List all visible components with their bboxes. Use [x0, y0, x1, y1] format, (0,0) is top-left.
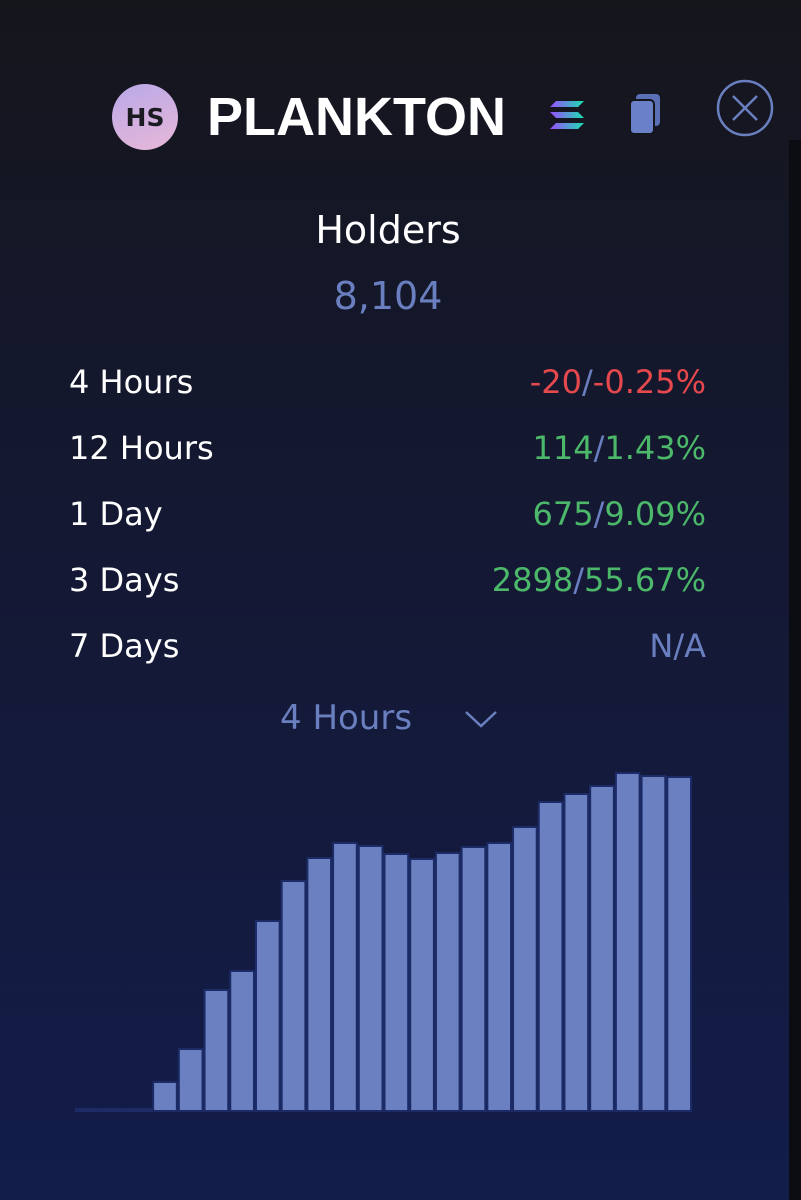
bar	[640, 775, 667, 1112]
bar	[177, 1048, 204, 1112]
close-button[interactable]	[714, 77, 776, 139]
panel-edge	[789, 140, 801, 1200]
token-title: PLANKTON	[207, 87, 507, 147]
bar	[254, 920, 281, 1112]
bar	[383, 853, 410, 1112]
row-percent: 1.43%	[604, 429, 706, 467]
row-separator: /	[582, 363, 593, 401]
row-label: 1 Day	[69, 495, 163, 533]
row-value: 675/9.09%	[532, 494, 706, 534]
copy-button[interactable]	[626, 92, 666, 136]
row-value: N/A	[649, 626, 706, 666]
row-label: 7 Days	[69, 627, 180, 665]
row-separator: /	[593, 429, 605, 467]
row-value-text: N/A	[649, 627, 706, 665]
row-value: -20/-0.25%	[530, 362, 706, 402]
row-value: 2898/55.67%	[492, 560, 706, 600]
bar	[614, 772, 641, 1112]
bar	[537, 801, 564, 1112]
row-separator: /	[593, 495, 605, 533]
holders-value: 8,104	[333, 274, 443, 318]
row-separator: /	[573, 561, 584, 599]
row-count: 675	[532, 495, 594, 533]
token-avatar: HS	[112, 84, 178, 150]
row-percent: 9.09%	[604, 495, 706, 533]
bar	[409, 858, 435, 1112]
bar	[563, 793, 590, 1112]
bar	[357, 845, 384, 1112]
bar	[306, 857, 333, 1112]
bar	[332, 842, 358, 1112]
bar-chart	[75, 772, 693, 1112]
bar	[100, 1108, 127, 1112]
row-count: -20	[529, 363, 583, 401]
dropdown-chevron	[465, 711, 497, 728]
bar	[460, 846, 487, 1112]
bar	[434, 852, 461, 1112]
row-count: 2898	[491, 561, 574, 599]
bar	[512, 826, 538, 1112]
row-percent: -0.25%	[592, 363, 706, 401]
row-label: 12 Hours	[69, 429, 214, 467]
row-count: 114	[532, 429, 594, 467]
bar	[280, 880, 307, 1112]
row-value: 114/1.43%	[532, 428, 706, 468]
bar	[229, 970, 255, 1112]
bar	[126, 1108, 153, 1112]
row-percent: 55.67%	[583, 561, 706, 599]
bar	[75, 1108, 101, 1112]
row-label: 3 Days	[69, 561, 180, 599]
bar	[203, 989, 230, 1112]
chain-icon	[550, 101, 584, 129]
bar	[486, 842, 513, 1112]
bar	[666, 776, 693, 1112]
holders-label: Holders	[315, 208, 461, 252]
row-label: 4 Hours	[69, 363, 194, 401]
bar	[152, 1081, 178, 1112]
period-selector[interactable]: 4 Hours	[280, 696, 412, 740]
period-label: 4 Hours	[280, 698, 413, 738]
bar	[589, 785, 615, 1112]
